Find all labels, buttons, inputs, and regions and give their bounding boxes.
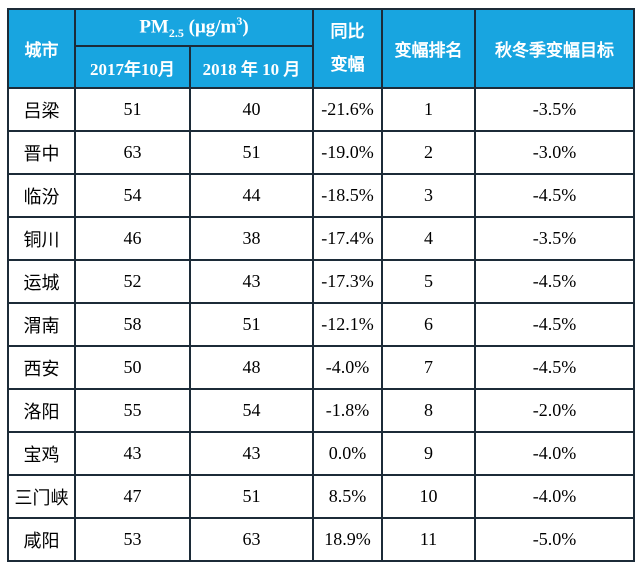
header-cell-rank: 变幅排名 <box>381 8 476 89</box>
pm2017-cell: 55 <box>74 388 191 433</box>
target-cell: -4.5% <box>474 345 635 390</box>
target-cell: -4.0% <box>474 431 635 476</box>
pm2017-cell: 53 <box>74 517 191 562</box>
target-cell: -4.5% <box>474 302 635 347</box>
pm2018-cell: 51 <box>189 130 314 175</box>
pm2017-cell: 54 <box>74 173 191 218</box>
rank-cell: 5 <box>381 259 476 304</box>
table-header: 城市 PM2.5 (μg/m3) 同比 变幅 变幅排名 秋冬季变幅目标 2017… <box>7 8 635 89</box>
city-cell: 晋中 <box>7 130 76 175</box>
rank-cell: 9 <box>381 431 476 476</box>
city-cell: 吕梁 <box>7 87 76 132</box>
yoy-cell: 18.9% <box>312 517 383 562</box>
pm2018-cell: 43 <box>189 431 314 476</box>
pm2017-cell: 52 <box>74 259 191 304</box>
table-row: 铜川 46 38 -17.4% 4 -3.5% <box>7 216 635 261</box>
pm-label-sub: 2.5 <box>168 26 184 41</box>
rank-cell: 8 <box>381 388 476 433</box>
target-cell: -4.0% <box>474 474 635 519</box>
header-cell-pm-group: PM2.5 (μg/m3) <box>74 8 314 47</box>
table-row: 西安 50 48 -4.0% 7 -4.5% <box>7 345 635 390</box>
yoy-cell: -17.4% <box>312 216 383 261</box>
pm2017-cell: 51 <box>74 87 191 132</box>
yoy-cell: 8.5% <box>312 474 383 519</box>
rank-cell: 1 <box>381 87 476 132</box>
table-row: 晋中 63 51 -19.0% 2 -3.0% <box>7 130 635 175</box>
table-row: 运城 52 43 -17.3% 5 -4.5% <box>7 259 635 304</box>
target-cell: -3.5% <box>474 216 635 261</box>
pm-label-main: PM <box>139 16 169 38</box>
header-cell-target: 秋冬季变幅目标 <box>474 8 635 89</box>
city-cell: 运城 <box>7 259 76 304</box>
header-cell-yoy: 同比 变幅 <box>312 8 383 89</box>
table-row: 咸阳 53 63 18.9% 11 -5.0% <box>7 517 635 562</box>
table-row: 洛阳 55 54 -1.8% 8 -2.0% <box>7 388 635 433</box>
city-cell: 三门峡 <box>7 474 76 519</box>
table-row: 吕梁 51 40 -21.6% 1 -3.5% <box>7 87 635 132</box>
target-cell: -5.0% <box>474 517 635 562</box>
header-cell-2018: 2018 年 10 月 <box>189 45 314 89</box>
target-cell: -3.5% <box>474 87 635 132</box>
table-body: 吕梁 51 40 -21.6% 1 -3.5% 晋中 63 51 -19.0% … <box>7 87 635 562</box>
yoy-cell: -18.5% <box>312 173 383 218</box>
rank-cell: 2 <box>381 130 476 175</box>
yoy-cell: -21.6% <box>312 87 383 132</box>
city-cell: 铜川 <box>7 216 76 261</box>
yoy-cell: -12.1% <box>312 302 383 347</box>
pm2018-cell: 43 <box>189 259 314 304</box>
yoy-cell: -1.8% <box>312 388 383 433</box>
rank-cell: 11 <box>381 517 476 562</box>
target-cell: -3.0% <box>474 130 635 175</box>
city-cell: 咸阳 <box>7 517 76 562</box>
pm2018-cell: 44 <box>189 173 314 218</box>
header-cell-city: 城市 <box>7 8 76 89</box>
city-cell: 宝鸡 <box>7 431 76 476</box>
table-row: 宝鸡 43 43 0.0% 9 -4.0% <box>7 431 635 476</box>
target-cell: -4.5% <box>474 173 635 218</box>
header-cell-2017: 2017年10月 <box>74 45 191 89</box>
pm25-comparison-table: 城市 PM2.5 (μg/m3) 同比 变幅 变幅排名 秋冬季变幅目标 2017… <box>7 8 635 562</box>
pm-unit-pre: (μg/m <box>183 16 237 38</box>
pm2017-cell: 58 <box>74 302 191 347</box>
table-row: 临汾 54 44 -18.5% 3 -4.5% <box>7 173 635 218</box>
pm2017-cell: 50 <box>74 345 191 390</box>
yoy-line1: 同比 <box>330 22 365 42</box>
rank-cell: 4 <box>381 216 476 261</box>
pm2017-cell: 46 <box>74 216 191 261</box>
pm2018-cell: 51 <box>189 474 314 519</box>
pm-unit-sup: 3 <box>236 13 243 28</box>
rank-cell: 7 <box>381 345 476 390</box>
pm2018-cell: 63 <box>189 517 314 562</box>
rank-cell: 6 <box>381 302 476 347</box>
yoy-cell: -4.0% <box>312 345 383 390</box>
rank-cell: 3 <box>381 173 476 218</box>
pm2017-cell: 43 <box>74 431 191 476</box>
pm-unit-post: ) <box>242 16 249 38</box>
pm2017-cell: 63 <box>74 130 191 175</box>
city-cell: 临汾 <box>7 173 76 218</box>
pm2018-cell: 51 <box>189 302 314 347</box>
city-cell: 洛阳 <box>7 388 76 433</box>
yoy-line2: 变幅 <box>330 54 365 74</box>
yoy-cell: -19.0% <box>312 130 383 175</box>
table-row: 三门峡 47 51 8.5% 10 -4.0% <box>7 474 635 519</box>
rank-cell: 10 <box>381 474 476 519</box>
city-cell: 渭南 <box>7 302 76 347</box>
pm2018-cell: 40 <box>189 87 314 132</box>
city-cell: 西安 <box>7 345 76 390</box>
pm2017-cell: 47 <box>74 474 191 519</box>
target-cell: -2.0% <box>474 388 635 433</box>
table-row: 渭南 58 51 -12.1% 6 -4.5% <box>7 302 635 347</box>
pm2018-cell: 48 <box>189 345 314 390</box>
yoy-cell: 0.0% <box>312 431 383 476</box>
pm2018-cell: 38 <box>189 216 314 261</box>
target-cell: -4.5% <box>474 259 635 304</box>
pm2018-cell: 54 <box>189 388 314 433</box>
yoy-cell: -17.3% <box>312 259 383 304</box>
